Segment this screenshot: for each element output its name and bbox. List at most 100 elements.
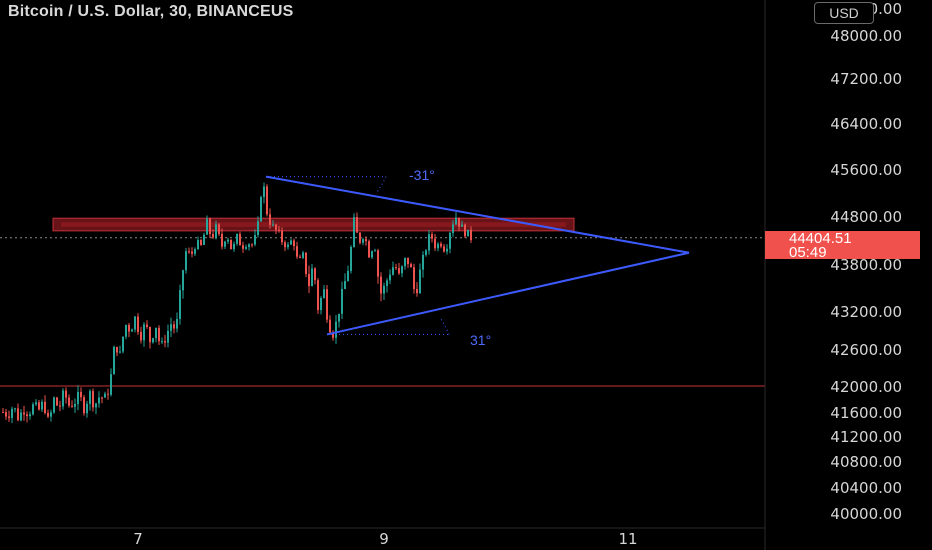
candle-body-up [155,327,157,339]
candle-body-up [179,290,181,319]
candle-body-down [329,319,331,333]
price-tick-label: 44800.00 [830,208,902,226]
candle-body-down [164,341,166,343]
candle-body-down [2,412,4,413]
angle-arc-bottom [439,317,450,335]
candle-body-down [395,267,397,269]
candle-body-down [128,324,130,332]
resistance-zone-layer [52,217,575,232]
candle-body-down [293,240,295,247]
candle-body-up [347,270,349,282]
candle-body-up [41,401,43,410]
triangle-upper-trendline [265,175,690,254]
candle-body-up [29,414,31,417]
candle-body-down [188,251,190,253]
candle-body-up [104,393,106,398]
candle-body-down [68,397,70,406]
candle-body-down [23,412,25,415]
price-tick-label: 45600.00 [830,161,902,179]
candle-body-down [158,327,160,342]
angle-label-top: -31° [409,167,435,183]
candle-body-down [137,316,139,333]
candle-body-up [176,318,178,329]
candle-body-down [470,229,472,241]
candle-body-up [74,403,76,407]
candle-body-up [467,229,469,237]
candle-body-down [410,264,412,268]
price-tick-label: 41200.00 [830,428,902,446]
candle-body-up [62,390,64,407]
candle-body-down [101,397,103,399]
candle-body-down [314,268,316,281]
candle-body-down [368,241,370,258]
candle-body-down [281,230,283,243]
candle-body-up [446,248,448,252]
candle-body-up [227,239,229,242]
candle-body-down [380,276,382,294]
candle-body-up [428,234,430,251]
candle-body-down [212,234,214,238]
candle-body-up [125,324,127,337]
candle-body-down [8,416,10,418]
price-axis[interactable]: 48000.00 47200.00 46400.00 45600.00 44800.00… [830,0,902,523]
candle-body-down [398,268,400,274]
candle-body-up [383,285,385,294]
candle-body-up [134,316,136,330]
candle-body-up [362,239,364,243]
candle-body-down [275,224,277,230]
candle-body-down [464,224,466,237]
candle-body-up [353,217,355,247]
candle-body-down [149,327,151,343]
last-price-tag: 44404.51 05:49 [765,231,920,260]
candle-body-down [242,245,244,249]
price-tick-label: 41600.00 [830,404,902,422]
candle-body-up [371,251,373,258]
candle-body-up [401,266,403,274]
candle-body-up [386,280,388,286]
candle-body-up [215,224,217,238]
candle-body-up [224,241,226,247]
candle-body-up [404,257,406,267]
triangle-drawing[interactable]: -31° 31° [265,167,690,348]
candle-body-down [200,239,202,245]
candle-body-down [59,405,61,407]
candle-body-down [296,246,298,257]
candle-body-up [341,288,343,314]
candle-body-up [170,324,172,331]
price-tick-label: 42000.00 [830,378,902,396]
candle-body-down [218,224,220,234]
time-axis[interactable]: 7 9 11 [133,530,637,548]
candle-body-down [359,232,361,243]
price-tick-label: 43800.00 [830,256,902,274]
candle-body-up [50,412,52,417]
candle-body-down [266,186,268,215]
candle-body-up [77,391,79,404]
candle-body-down [332,332,334,338]
currency-button[interactable]: USD [814,2,874,24]
candle-body-up [257,221,259,236]
candle-body-up [374,250,376,252]
candle-body-up [260,197,262,222]
candle-body-down [83,397,85,414]
candle-body-down [221,233,223,247]
candle-body-down [407,257,409,265]
candlestick-series [2,182,472,424]
candle-body-up [461,224,463,227]
symbol-title: Bitcoin / U.S. Dollar, 30, BINANCEUS [8,3,294,20]
candle-body-up [53,397,55,413]
candle-body-down [413,267,415,289]
candle-body-down [146,324,148,328]
candle-body-up [89,391,91,404]
price-tick-label: 40800.00 [830,453,902,471]
candle-body-down [65,390,67,398]
candle-body-up [272,224,274,226]
candle-body-down [116,346,118,353]
candle-body-up [311,268,313,287]
candle-body-up [449,233,451,249]
candle-body-down [365,239,367,242]
candle-body-down [251,244,253,246]
candle-body-down [317,280,319,311]
candle-body-up [197,239,199,250]
